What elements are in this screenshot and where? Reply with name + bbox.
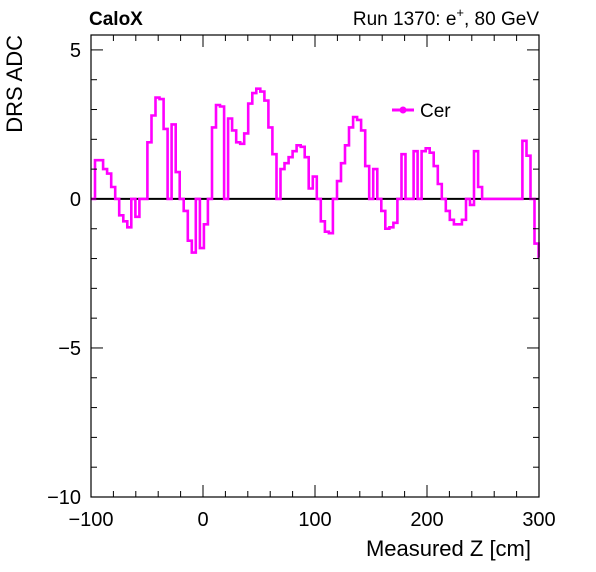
x-tick-label: −100 bbox=[68, 509, 113, 531]
run-superscript: + bbox=[456, 5, 464, 20]
legend-marker bbox=[399, 106, 407, 114]
x-tick-label: 0 bbox=[197, 509, 208, 531]
experiment-label: CaloX bbox=[89, 9, 143, 30]
y-tick-label: −10 bbox=[47, 487, 81, 509]
x-tick-label: 100 bbox=[298, 509, 331, 531]
series-line-cer bbox=[91, 87, 540, 259]
plot-layer bbox=[91, 87, 540, 259]
y-tick-label: 0 bbox=[70, 189, 81, 211]
run-prefix: Run 1370: e bbox=[353, 9, 457, 30]
x-axis-title: Measured Z [cm] bbox=[366, 536, 531, 561]
x-tick-label: 200 bbox=[410, 509, 443, 531]
x-tick-label: 300 bbox=[522, 509, 555, 531]
legend: Cer bbox=[392, 101, 451, 122]
run-suffix: , 80 GeV bbox=[464, 9, 539, 30]
y-axis-title: DRS ADC bbox=[2, 35, 27, 133]
legend-label-cer: Cer bbox=[420, 101, 451, 122]
y-tick-label: −5 bbox=[58, 338, 81, 360]
run-label: Run 1370: e+, 80 GeV bbox=[353, 5, 539, 30]
plot-frame bbox=[90, 34, 540, 498]
ticks-layer: −100 0 100 200 300 −10 −5 0 5 bbox=[47, 35, 556, 531]
y-tick-label: 5 bbox=[70, 40, 81, 62]
